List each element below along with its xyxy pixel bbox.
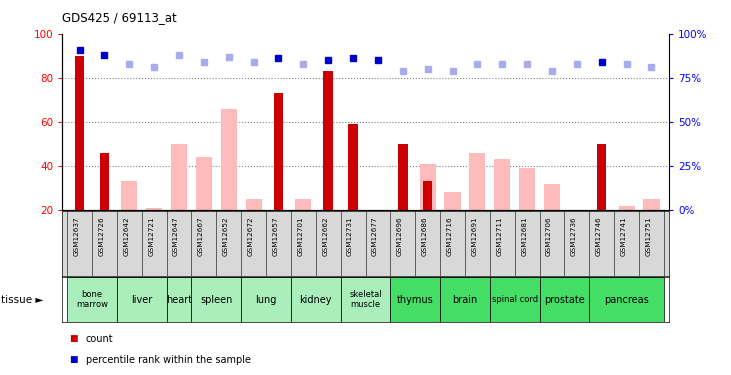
Text: bone
marrow: bone marrow — [76, 290, 108, 309]
Text: GSM12681: GSM12681 — [521, 216, 527, 256]
Bar — [167, 277, 192, 322]
Text: heart: heart — [166, 295, 192, 304]
Bar — [398, 144, 407, 210]
Bar — [273, 93, 283, 210]
Text: GDS425 / 69113_at: GDS425 / 69113_at — [62, 11, 177, 24]
Text: lung: lung — [255, 295, 277, 304]
Bar — [618, 206, 635, 210]
Bar — [117, 277, 167, 322]
Text: thymus: thymus — [397, 295, 433, 304]
Text: prostate: prostate — [544, 295, 585, 304]
Bar — [440, 277, 490, 322]
Text: GSM12642: GSM12642 — [124, 216, 129, 256]
Bar — [390, 277, 440, 322]
Text: ■: ■ — [69, 355, 78, 364]
Bar — [99, 153, 109, 210]
Text: GSM12667: GSM12667 — [198, 216, 204, 256]
Text: tissue ►: tissue ► — [1, 295, 44, 304]
Text: GSM12691: GSM12691 — [471, 216, 477, 256]
Bar — [241, 277, 291, 322]
Bar — [324, 71, 333, 210]
Bar — [420, 164, 436, 210]
Bar — [67, 277, 117, 322]
Text: kidney: kidney — [300, 295, 332, 304]
Text: GSM12751: GSM12751 — [645, 216, 651, 256]
Bar — [146, 208, 162, 210]
Bar — [589, 277, 664, 322]
Bar — [519, 168, 535, 210]
Text: GSM12672: GSM12672 — [248, 216, 254, 256]
Text: GSM12706: GSM12706 — [546, 216, 552, 256]
Bar — [246, 199, 262, 210]
Text: ■: ■ — [69, 334, 78, 344]
Bar — [221, 109, 237, 210]
Text: GSM12731: GSM12731 — [347, 216, 353, 256]
Text: GSM12677: GSM12677 — [372, 216, 378, 256]
Bar — [597, 144, 607, 210]
Bar — [490, 277, 539, 322]
Text: GSM12657: GSM12657 — [273, 216, 279, 256]
Bar — [75, 56, 84, 210]
Bar — [192, 277, 241, 322]
Bar — [341, 277, 390, 322]
Text: GSM12721: GSM12721 — [148, 216, 154, 256]
Text: pancreas: pancreas — [605, 295, 649, 304]
Text: skeletal
muscle: skeletal muscle — [349, 290, 382, 309]
Text: GSM12637: GSM12637 — [74, 216, 80, 256]
Bar — [291, 277, 341, 322]
Text: GSM12741: GSM12741 — [621, 216, 626, 256]
Text: GSM12711: GSM12711 — [496, 216, 502, 256]
Text: GSM12701: GSM12701 — [298, 216, 303, 256]
Text: GSM12716: GSM12716 — [447, 216, 452, 256]
Bar — [196, 157, 212, 210]
Bar — [444, 192, 461, 210]
Bar — [494, 159, 510, 210]
Text: GSM12746: GSM12746 — [596, 216, 602, 256]
Text: count: count — [86, 334, 113, 344]
Text: GSM12652: GSM12652 — [223, 216, 229, 256]
Text: GSM12647: GSM12647 — [173, 216, 179, 256]
Text: GSM12736: GSM12736 — [571, 216, 577, 256]
Bar — [539, 277, 589, 322]
Bar — [295, 199, 311, 210]
Text: spinal cord: spinal cord — [492, 295, 538, 304]
Bar — [349, 124, 357, 210]
Text: GSM12726: GSM12726 — [99, 216, 105, 256]
Text: GSM12662: GSM12662 — [322, 216, 328, 256]
Text: brain: brain — [452, 295, 477, 304]
Text: GSM12696: GSM12696 — [397, 216, 403, 256]
Text: liver: liver — [131, 295, 152, 304]
Bar — [121, 182, 137, 210]
Bar — [423, 182, 433, 210]
Text: percentile rank within the sample: percentile rank within the sample — [86, 355, 251, 364]
Bar — [469, 153, 485, 210]
Bar — [643, 199, 659, 210]
Bar — [544, 184, 560, 210]
Bar — [171, 144, 187, 210]
Text: GSM12686: GSM12686 — [422, 216, 428, 256]
Text: spleen: spleen — [200, 295, 232, 304]
